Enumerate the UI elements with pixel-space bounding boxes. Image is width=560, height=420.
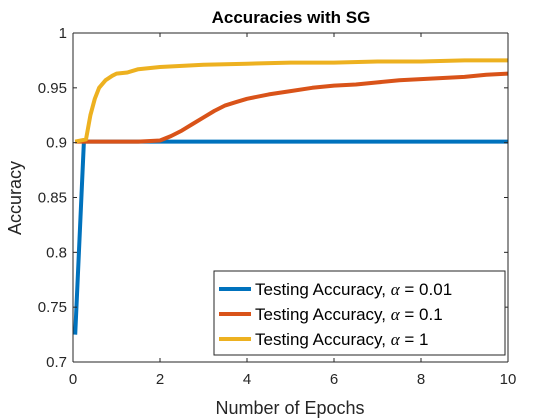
y-tick-label: 0.9: [46, 135, 67, 152]
y-tick-label: 0.75: [38, 299, 67, 316]
x-tick-label: 0: [69, 371, 77, 388]
series-layer: [73, 58, 509, 335]
legend: Testing Accuracy, α = 0.01 Testing Accura…: [213, 270, 506, 356]
x-ticks: 0 2 4 6 8 10: [69, 33, 517, 388]
legend-label-3: Testing Accuracy, α = 1: [255, 330, 429, 349]
series-line-3: [74, 58, 508, 144]
y-ticks: 0.7 0.75 0.8 0.85 0.9 0.95 1: [38, 25, 508, 371]
series-line-2: [75, 71, 509, 144]
y-tick-label: 0.7: [46, 354, 67, 371]
x-tick-label: 4: [243, 371, 251, 388]
legend-label-2: Testing Accuracy, α = 0.1: [255, 305, 443, 324]
legend-label-1: Testing Accuracy, α = 0.01: [255, 280, 452, 299]
legend-box: [213, 270, 506, 356]
x-tick-label: 10: [500, 371, 517, 388]
x-tick-label: 2: [156, 371, 164, 388]
x-axis-label: Number of Epochs: [215, 398, 364, 418]
y-tick-label: 1: [59, 25, 67, 42]
y-tick-label: 0.8: [46, 244, 67, 261]
y-axis-label: Accuracy: [5, 161, 25, 235]
y-tick-label: 0.95: [38, 80, 67, 97]
y-tick-label: 0.85: [38, 190, 67, 207]
chart-title: Accuracies with SG: [212, 8, 371, 27]
x-tick-label: 8: [417, 371, 425, 388]
x-tick-label: 6: [330, 371, 338, 388]
